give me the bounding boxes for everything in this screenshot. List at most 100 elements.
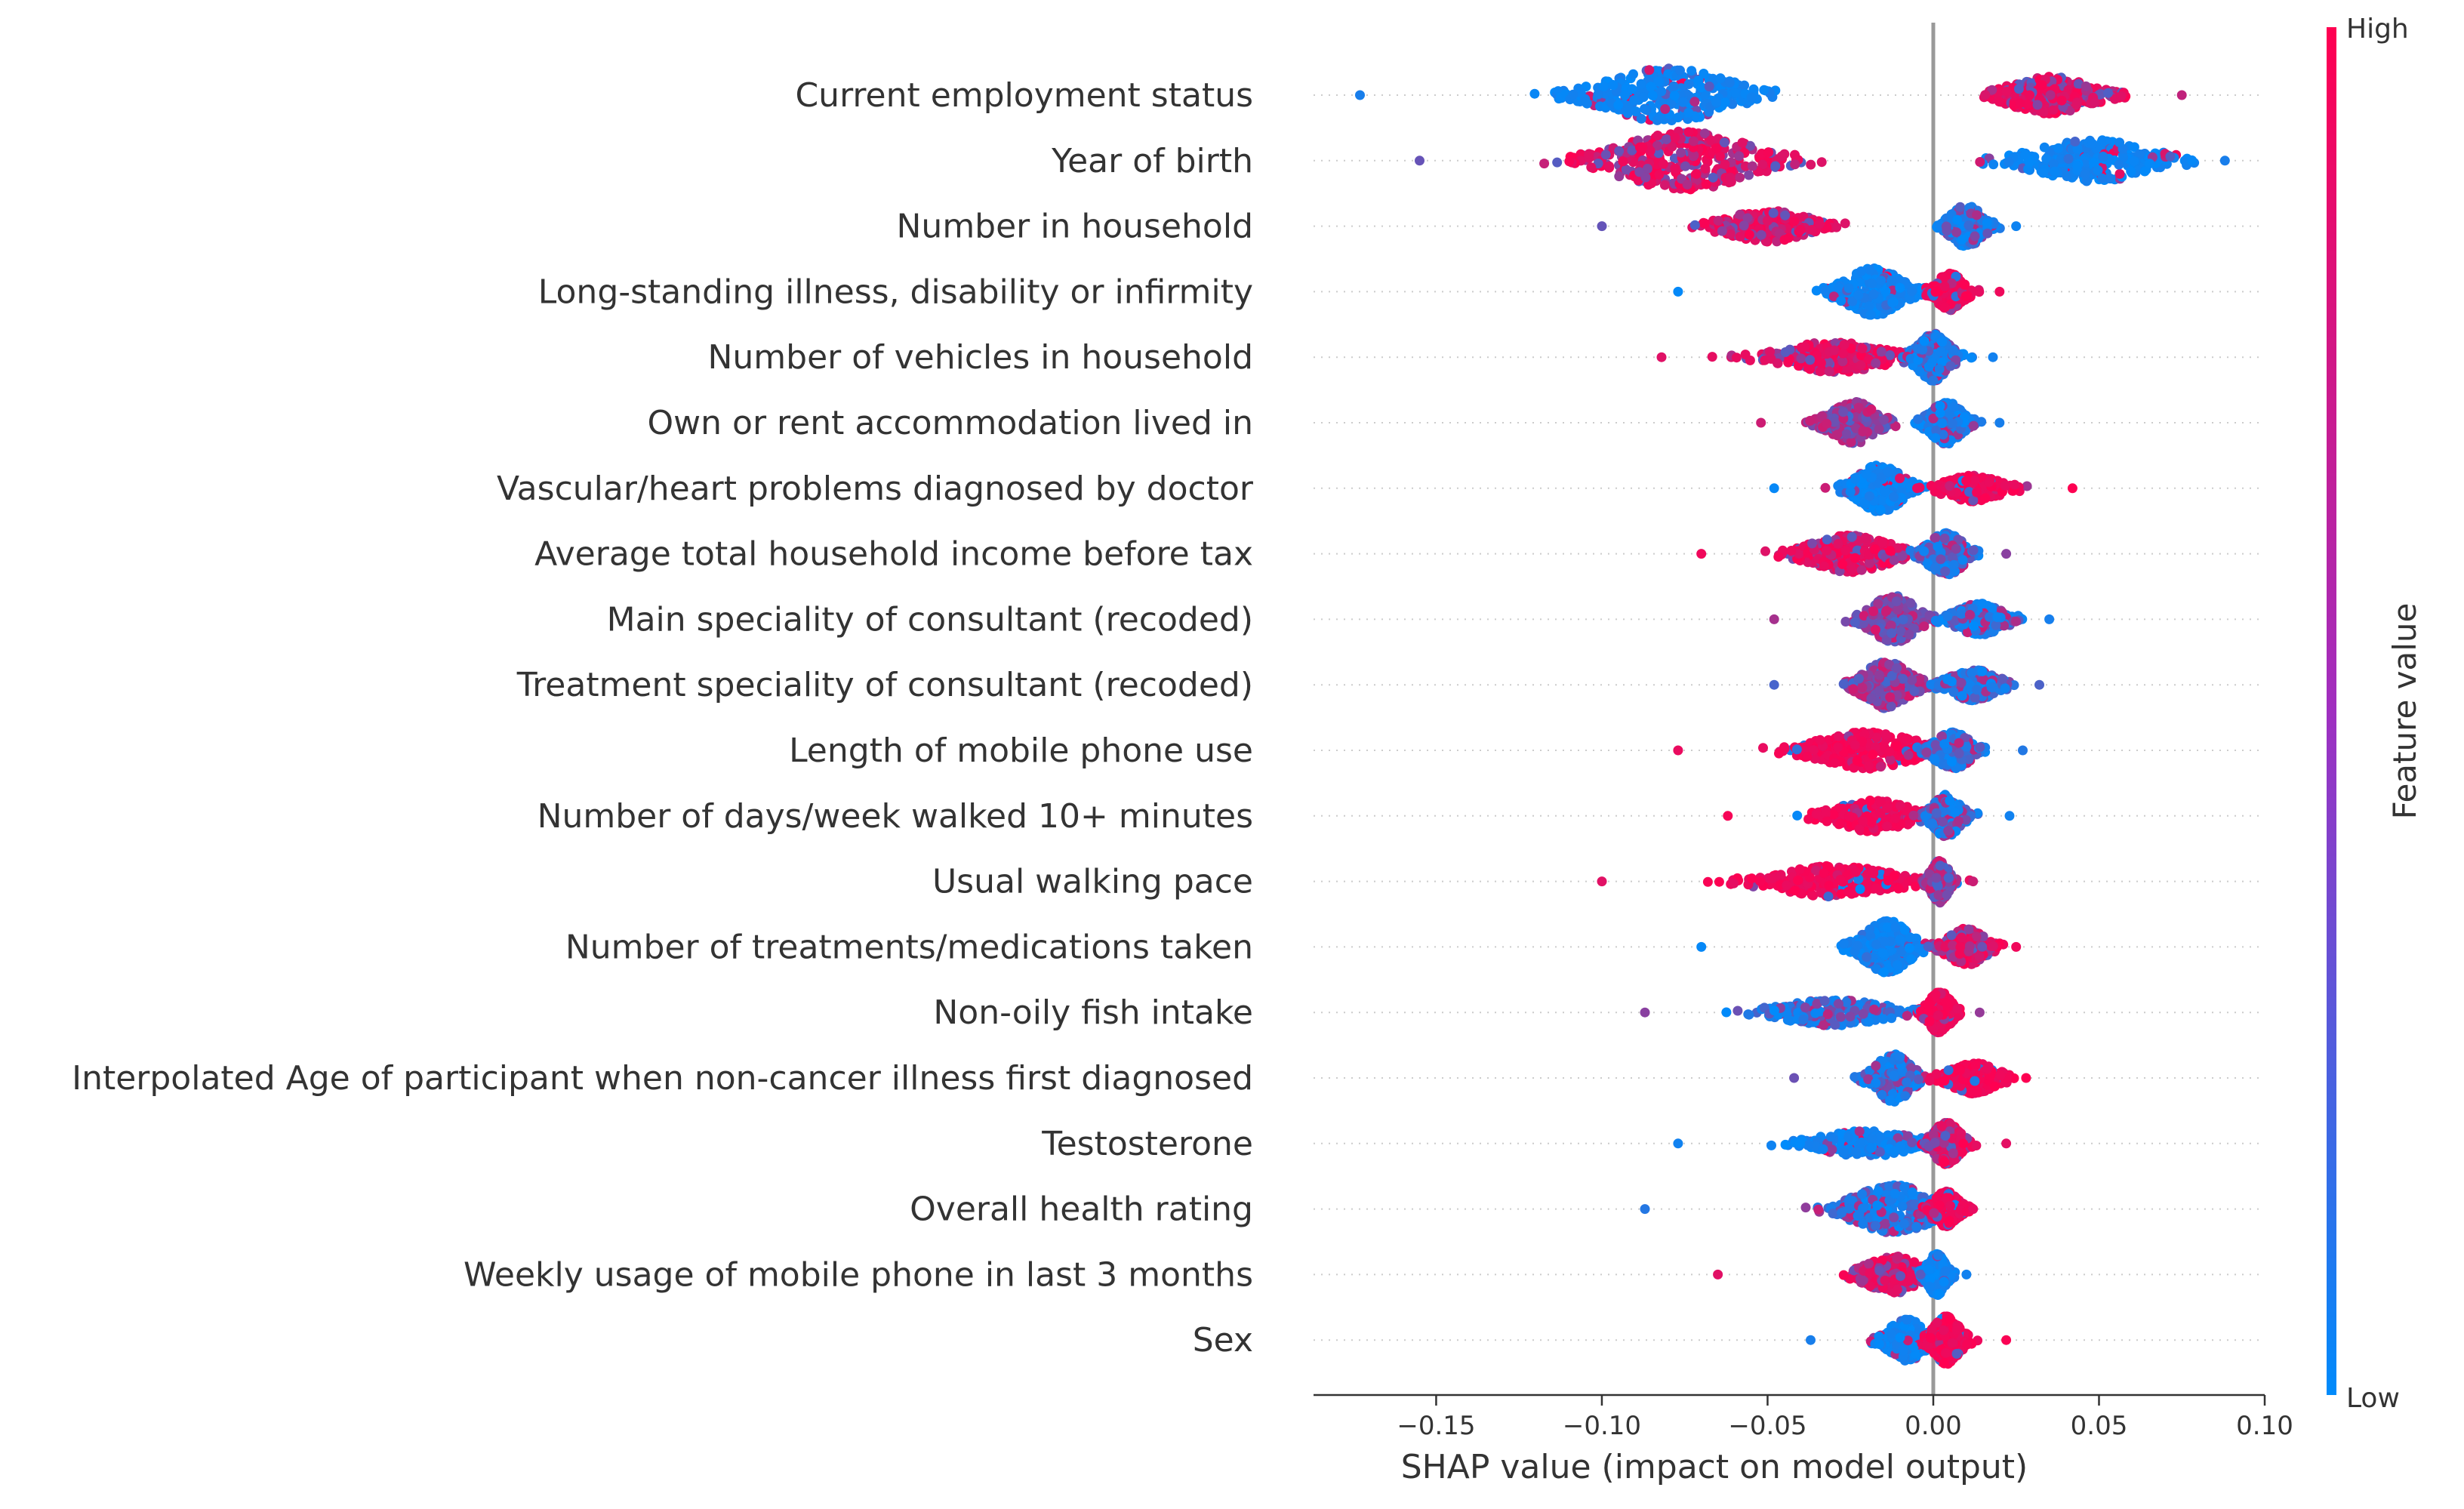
shap-point [1724,78,1735,88]
shap-point [1982,217,1992,228]
shap-point [1930,615,1941,626]
shap-point [1763,147,1774,158]
shap-point [1836,296,1846,306]
shap-point [2011,616,2021,627]
shap-point [1713,215,1723,226]
shap-point [1947,418,1957,429]
feature-row-points [1769,460,2077,516]
shap-point [2090,97,2100,108]
shap-point-max [1994,417,2005,428]
shap-point [1870,544,1880,555]
shap-point [1980,493,1991,504]
shap-point [1940,566,1951,577]
shap-point [1670,132,1680,143]
shap-point [1841,429,1852,439]
shap-point [2015,98,2025,109]
feature-row-points [1656,328,1998,386]
shap-point [1948,559,1959,570]
shap-point [1912,483,1922,494]
shap-point [2070,137,2081,146]
shap-point-min [1415,156,1424,166]
shap-point [1539,159,1550,169]
shap-point [1614,146,1625,156]
shap-point [1739,80,1750,91]
shap-point [1861,469,1871,479]
shap-point [1952,214,1963,225]
shap-point [2071,100,2082,110]
shap-point [1747,161,1757,171]
shap-point [1964,609,1975,620]
shap-point [1860,532,1871,543]
shap-point [1930,433,1941,443]
shap-point [1631,106,1641,117]
shap-point [1700,163,1711,174]
shap-point [2056,95,2067,106]
shap-point [1683,79,1694,89]
shap-point [1711,97,1721,107]
shap-point [1720,97,1730,108]
shap-point [1833,539,1843,549]
shap-point [1586,162,1597,173]
shap-point [1870,624,1880,635]
shap-point [1637,142,1648,152]
shap-point [2039,142,2050,152]
shap-point [1659,180,1670,190]
shap-point-min [1656,352,1667,362]
shap-point [1646,82,1656,92]
shap-point [1614,171,1625,182]
shap-point [1957,555,1968,565]
shap-point [1599,82,1609,91]
shap-point [2019,149,2030,160]
shap-point [1680,161,1691,171]
shap-point-max [2219,156,2230,166]
shap-point-max [2067,483,2077,494]
shap-point [1735,172,1745,183]
shap-point [1600,149,1611,160]
shap-point [1895,282,1905,293]
shap-point [1933,541,1943,552]
shap-point [1807,538,1817,549]
shap-point [1913,414,1923,424]
shap-point [1770,161,1781,171]
feature-row-points [1415,126,2230,195]
shap-point [1660,104,1671,114]
shap-point [1877,537,1888,548]
shap-point [1984,477,1994,488]
shap-point [1748,84,1759,94]
shap-point [1816,157,1827,168]
shap-point [1934,364,1945,374]
shap-point [1776,151,1787,162]
shap-point-min [1756,417,1766,428]
shap-point [1820,285,1831,296]
shap-point [1853,402,1864,413]
shap-point [1992,612,2003,622]
shap-point [1669,91,1680,101]
shap-point [1930,533,1941,543]
shap-point [1675,65,1685,75]
shap-point [1822,418,1832,429]
shap-point [1948,402,1959,412]
shap-point [1939,281,1950,291]
shap-point [1640,172,1651,183]
shap-point [1768,208,1779,218]
shap-point [1789,216,1800,226]
shap-point [1729,88,1740,98]
shap-point [1846,564,1857,574]
shap-point [1780,347,1791,357]
shap-point [1874,423,1884,434]
shap-point [1856,360,1866,371]
shap-point [1668,81,1679,91]
shap-point [1795,224,1806,235]
shap-point [1858,426,1868,436]
shap-point-max [2176,90,2187,100]
shap-point [1956,608,1967,619]
shap-point [1853,290,1864,300]
shap-point [1805,415,1816,426]
shap-point [2049,166,2059,177]
shap-point [1975,157,1985,167]
shap-point [1930,562,1940,573]
shap-point [1790,159,1800,170]
shap-point [1720,159,1730,170]
shap-point [2165,151,2176,162]
shap-point [1936,554,1946,565]
